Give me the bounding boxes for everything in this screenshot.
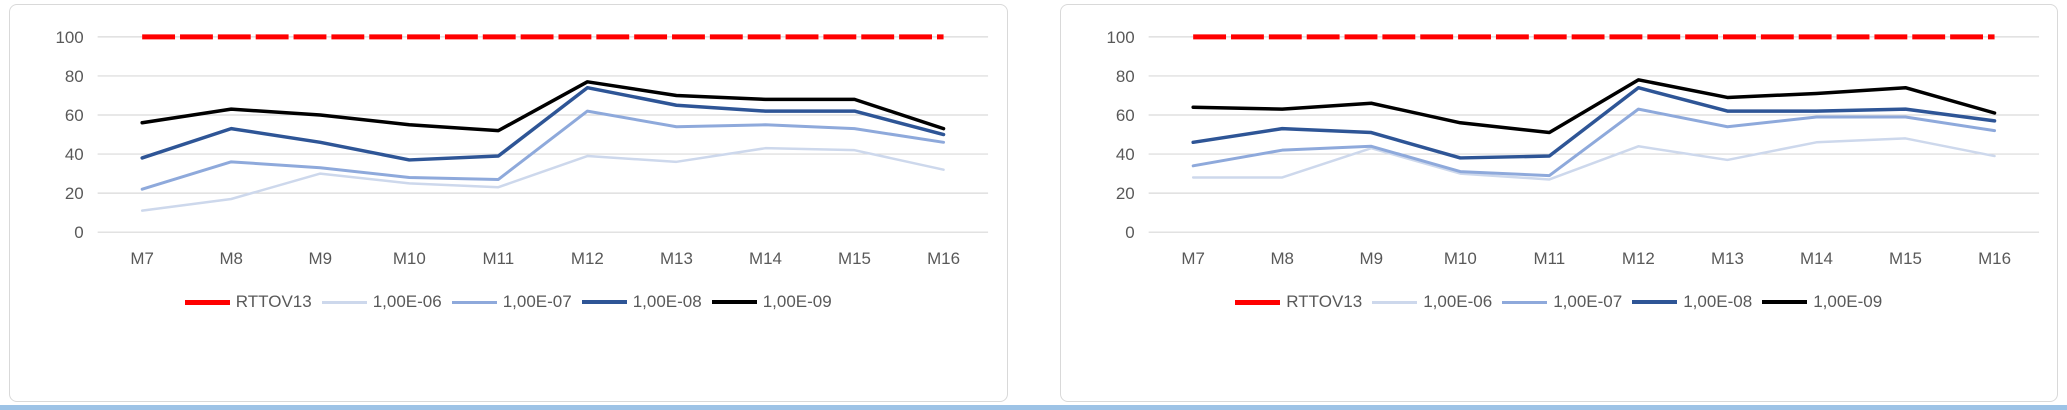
x-tick-label: M14 xyxy=(1800,249,1833,268)
y-tick-label: 100 xyxy=(56,28,84,47)
legend-line-swatch xyxy=(451,300,497,304)
legend-label: 1,00E-06 xyxy=(1423,292,1493,311)
legend-line-swatch xyxy=(1372,300,1418,304)
series-line-1,00E-07 xyxy=(1191,107,1996,178)
legend-line-swatch xyxy=(1632,300,1678,304)
y-tick-label: 80 xyxy=(65,67,84,86)
legend-item: 1,00E-07 xyxy=(451,292,572,312)
legend-line-swatch xyxy=(1502,300,1548,304)
legend-line-swatch xyxy=(1762,300,1808,304)
legend-label: RTTOV13 xyxy=(1286,292,1363,311)
series-line-1,00E-09 xyxy=(140,80,946,133)
x-tick-label: M9 xyxy=(309,249,333,268)
x-tick-label: M8 xyxy=(220,249,244,268)
y-tick-label: 0 xyxy=(75,223,84,242)
x-tick-label: M7 xyxy=(1181,249,1205,268)
legend-label: 1,00E-09 xyxy=(1813,292,1883,311)
y-tick-label: 60 xyxy=(65,106,84,125)
legend-item: 1,00E-07 xyxy=(1502,292,1622,312)
chart-legend-right: RTTOV13 1,00E-06 1,00E-07 1,00E-08 1,00E-09 xyxy=(1061,292,2058,312)
bottom-edge-strip xyxy=(0,405,2067,410)
x-tick-label: M10 xyxy=(1444,249,1477,268)
legend-item: 1,00E-08 xyxy=(1632,292,1752,312)
x-tick-label: M8 xyxy=(1270,249,1294,268)
legend-line-swatch xyxy=(184,299,230,305)
legend-line-swatch xyxy=(321,300,367,304)
legend-label: 1,00E-08 xyxy=(1683,292,1753,311)
x-tick-label: M12 xyxy=(571,249,604,268)
series-line-1,00E-09 xyxy=(1191,78,1997,135)
series-line-1,00E-08 xyxy=(140,85,946,162)
series-line-1,00E-08 xyxy=(1191,85,1997,160)
x-tick-label: M12 xyxy=(1622,249,1655,268)
legend-label: 1,00E-07 xyxy=(502,292,572,311)
legend-label: 1,00E-08 xyxy=(632,292,702,311)
legend-item: 1,00E-09 xyxy=(711,292,832,312)
legend-line-swatch xyxy=(581,300,627,304)
chart-panel-left[interactable]: 0 20 40 60 80 100 M7 M8 M9 M10 M11 M12 M13 M14 M15 M16 … xyxy=(9,4,1008,402)
legend-item: 1,00E-06 xyxy=(321,292,442,312)
x-tick-label: M9 xyxy=(1359,249,1383,268)
x-tick-label: M13 xyxy=(660,249,693,268)
x-tick-label: M13 xyxy=(1711,249,1744,268)
legend-label: 1,00E-09 xyxy=(762,292,832,311)
legend-item: 1,00E-06 xyxy=(1372,292,1492,312)
x-tick-label: M14 xyxy=(749,249,782,268)
legend-label: 1,00E-07 xyxy=(1553,292,1623,311)
legend-line-swatch xyxy=(1235,299,1281,305)
legend-item: 1,00E-08 xyxy=(581,292,702,312)
series-line-1,00E-06 xyxy=(1191,137,1996,181)
legend-label: 1,00E-06 xyxy=(372,292,442,311)
x-tick-label: M15 xyxy=(838,249,871,268)
legend-line-swatch xyxy=(711,300,757,304)
y-tick-label: 40 xyxy=(1116,145,1135,164)
legend-label: RTTOV13 xyxy=(235,292,312,311)
y-tick-label: 20 xyxy=(65,184,84,203)
y-tick-label: 60 xyxy=(1116,106,1135,125)
x-tick-label: M16 xyxy=(927,249,960,268)
y-tick-label: 20 xyxy=(1116,184,1135,203)
legend-item: 1,00E-09 xyxy=(1762,292,1882,312)
y-tick-label: 100 xyxy=(1106,28,1134,47)
y-tick-label: 80 xyxy=(1116,67,1135,86)
x-tick-label: M11 xyxy=(1533,249,1565,268)
series-line-1,00E-06 xyxy=(141,146,946,212)
series-line-1,00E-07 xyxy=(140,109,946,191)
line-chart-left: 0 20 40 60 80 100 M7 M8 M9 M10 M11 M12 M13 M14 M15 M16 xyxy=(56,28,989,268)
legend-item: RTTOV13 xyxy=(184,292,312,312)
y-tick-label: 0 xyxy=(1125,223,1134,242)
x-tick-label: M7 xyxy=(131,249,155,268)
y-tick-label: 40 xyxy=(65,145,84,164)
x-tick-label: M16 xyxy=(1978,249,2011,268)
x-tick-label: M11 xyxy=(483,249,515,268)
x-tick-label: M15 xyxy=(1889,249,1922,268)
chart-panel-right[interactable]: 0 20 40 60 80 100 M7 M8 M9 M10 M11 M12 M13 M14 M15 M16 … xyxy=(1059,4,2058,402)
line-chart-right: 0 20 40 60 80 100 M7 M8 M9 M10 M11 M12 M13 M14 M15 M16 xyxy=(1106,28,2039,268)
chart-legend-left: RTTOV13 1,00E-06 1,00E-07 1,00E-08 1,00E-09 xyxy=(10,292,1007,312)
x-tick-label: M10 xyxy=(393,249,426,268)
legend-item: RTTOV13 xyxy=(1235,292,1362,312)
